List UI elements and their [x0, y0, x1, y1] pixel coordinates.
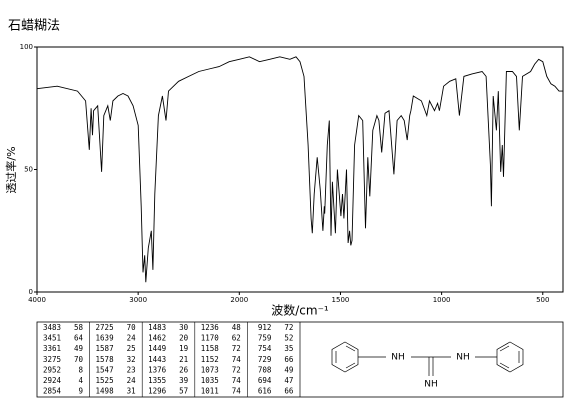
table-cell: 39 — [179, 376, 188, 385]
table-cell: 49 — [74, 344, 83, 353]
table-cell: 52 — [284, 334, 293, 343]
table-cell: 729 — [258, 355, 272, 364]
double-bond — [499, 345, 510, 352]
atom-label: NH — [424, 380, 438, 390]
benzene-ring — [331, 341, 359, 373]
x-axis-label: 波数/cm⁻¹ — [271, 303, 329, 318]
double-bond — [499, 362, 510, 369]
table-cell: 58 — [74, 323, 84, 332]
table-cell: 1236 — [201, 323, 220, 332]
table-cell: 62 — [232, 334, 241, 343]
table-cell: 1035 — [201, 376, 219, 385]
table-cell: 25 — [127, 344, 136, 353]
table-cell: 72 — [232, 365, 241, 374]
table-cell: 48 — [232, 323, 242, 332]
x-tick-label: 1000 — [433, 296, 451, 304]
x-tick-label: 3000 — [129, 296, 147, 304]
x-tick-label: 2000 — [230, 296, 248, 304]
atom-label: NH — [456, 353, 470, 363]
table-cell: 616 — [258, 387, 272, 396]
table-cell: 57 — [179, 387, 188, 396]
table-cell: 3275 — [43, 355, 61, 364]
x-tick-label: 1500 — [332, 296, 350, 304]
benzene-ring — [496, 341, 524, 373]
double-bond — [345, 345, 356, 352]
table-cell: 1525 — [96, 376, 114, 385]
table-cell: 47 — [284, 376, 293, 385]
table-cell: 1498 — [96, 387, 115, 396]
table-cell: 1639 — [96, 334, 114, 343]
table-cell: 20 — [179, 334, 189, 343]
table-cell: 3483 — [43, 323, 61, 332]
table-cell: 8 — [78, 365, 83, 374]
table-cell: 2854 — [43, 387, 62, 396]
table-cell: 49 — [284, 365, 293, 374]
table-cell: 1462 — [148, 334, 166, 343]
table-cell: 19 — [179, 344, 188, 353]
table-cell: 1376 — [148, 365, 167, 374]
table-cell: 70 — [74, 355, 84, 364]
table-cell: 1483 — [148, 323, 166, 332]
double-bond — [345, 362, 356, 369]
table-cell: 1073 — [201, 365, 219, 374]
structure — [299, 322, 524, 397]
table-cell: 759 — [258, 334, 272, 343]
table-cell: 1011 — [201, 387, 219, 396]
table-cell: 32 — [127, 355, 136, 364]
table-cell: 1578 — [96, 355, 115, 364]
plot-frame — [36, 46, 564, 293]
y-tick-label: 0 — [29, 288, 33, 296]
table-cell: 66 — [284, 355, 294, 364]
table-cell: 74 — [232, 376, 242, 385]
table-cell: 754 — [258, 344, 272, 353]
spectrum-line — [36, 56, 563, 283]
table-cell: 2924 — [43, 376, 62, 385]
table-cell: 1443 — [148, 355, 166, 364]
table-cell: 9 — [78, 387, 83, 396]
table-cell: 1296 — [148, 387, 167, 396]
table-cell: 694 — [258, 376, 272, 385]
table-cell: 74 — [232, 355, 242, 364]
table-cell: 23 — [127, 365, 136, 374]
table-cell: 3361 — [43, 344, 61, 353]
table-cell: 1355 — [148, 376, 166, 385]
table-cell: 31 — [127, 387, 136, 396]
table-cell: 1547 — [96, 365, 114, 374]
table-cell: 21 — [179, 355, 188, 364]
table-cell: 24 — [127, 376, 137, 385]
table-cell: 1449 — [148, 344, 166, 353]
table-cell: 1170 — [201, 334, 220, 343]
table-cell: 1158 — [201, 344, 220, 353]
table-cell: 24 — [127, 334, 137, 343]
table-cell: 72 — [232, 344, 241, 353]
x-tick-label: 4000 — [28, 296, 46, 304]
table-cell: 2952 — [43, 365, 61, 374]
y-axis-label: 透过率/% — [4, 146, 18, 193]
table-cell: 912 — [258, 323, 272, 332]
table-cell: 74 — [232, 387, 242, 396]
chart-title: 石蜡糊法 — [8, 18, 60, 34]
y-tick-label: 50 — [24, 166, 33, 174]
table-cell: 1152 — [201, 355, 219, 364]
y-tick-label: 100 — [20, 43, 33, 51]
table-cell: 2725 — [96, 323, 114, 332]
table-cell: 66 — [284, 387, 294, 396]
table-cell: 708 — [258, 365, 272, 374]
table-cell: 35 — [284, 344, 293, 353]
atom-label: NH — [391, 353, 405, 363]
table-cell: 4 — [78, 376, 83, 385]
table-cell: 64 — [74, 334, 84, 343]
table-cell: 3451 — [43, 334, 61, 343]
x-tick-label: 500 — [536, 296, 549, 304]
table-cell: 1587 — [96, 344, 114, 353]
table-cell: 30 — [179, 323, 189, 332]
table-cell: 72 — [284, 323, 293, 332]
table-cell: 70 — [127, 323, 137, 332]
table-cell: 26 — [179, 365, 189, 374]
